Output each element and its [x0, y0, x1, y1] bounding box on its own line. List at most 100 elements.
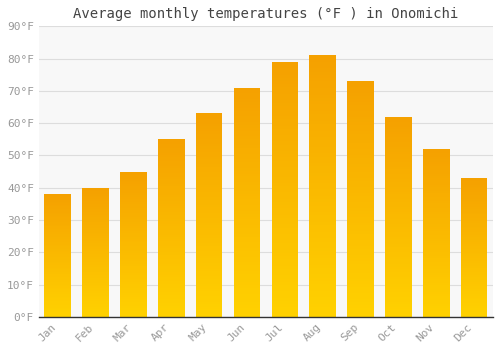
Bar: [158, 301, 184, 303]
Bar: [310, 134, 336, 137]
Bar: [196, 294, 222, 296]
Bar: [44, 269, 71, 271]
Bar: [120, 235, 146, 237]
Bar: [385, 297, 411, 299]
Bar: [120, 251, 146, 253]
Bar: [120, 277, 146, 279]
Bar: [461, 270, 487, 272]
Bar: [423, 241, 450, 243]
Bar: [461, 268, 487, 270]
Bar: [120, 219, 146, 220]
Bar: [461, 310, 487, 312]
Bar: [44, 208, 71, 209]
Bar: [234, 277, 260, 280]
Bar: [310, 255, 336, 258]
Bar: [272, 282, 298, 285]
Bar: [272, 288, 298, 291]
Bar: [461, 253, 487, 254]
Bar: [348, 155, 374, 158]
Bar: [196, 289, 222, 292]
Bar: [44, 309, 71, 311]
Bar: [423, 182, 450, 184]
Bar: [82, 268, 109, 270]
Bar: [82, 262, 109, 264]
Bar: [234, 145, 260, 148]
Bar: [385, 287, 411, 289]
Bar: [385, 164, 411, 167]
Bar: [423, 300, 450, 302]
Bar: [385, 224, 411, 227]
Bar: [423, 233, 450, 235]
Bar: [272, 250, 298, 253]
Bar: [423, 189, 450, 191]
Bar: [310, 251, 336, 255]
Bar: [310, 287, 336, 290]
Bar: [461, 293, 487, 294]
Bar: [385, 162, 411, 164]
Bar: [44, 260, 71, 261]
Bar: [310, 245, 336, 248]
Bar: [385, 197, 411, 199]
Bar: [120, 297, 146, 299]
Bar: [44, 241, 71, 243]
Bar: [196, 184, 222, 187]
Bar: [423, 315, 450, 317]
Bar: [310, 225, 336, 229]
Bar: [120, 211, 146, 213]
Bar: [423, 313, 450, 315]
Bar: [196, 299, 222, 302]
Bar: [461, 282, 487, 284]
Bar: [82, 204, 109, 205]
Bar: [196, 248, 222, 251]
Bar: [234, 125, 260, 128]
Bar: [82, 296, 109, 298]
Bar: [348, 173, 374, 175]
Bar: [348, 152, 374, 155]
Bar: [385, 267, 411, 269]
Bar: [196, 200, 222, 202]
Bar: [196, 240, 222, 243]
Bar: [82, 289, 109, 291]
Bar: [423, 264, 450, 266]
Bar: [82, 315, 109, 317]
Bar: [461, 178, 487, 180]
Bar: [44, 312, 71, 314]
Bar: [348, 96, 374, 99]
Bar: [423, 243, 450, 245]
Bar: [385, 304, 411, 307]
Bar: [234, 228, 260, 231]
Bar: [234, 96, 260, 99]
Bar: [272, 141, 298, 145]
Bar: [310, 157, 336, 160]
Bar: [348, 202, 374, 205]
Bar: [44, 300, 71, 301]
Bar: [423, 199, 450, 201]
Bar: [461, 291, 487, 293]
Bar: [385, 157, 411, 159]
Bar: [44, 202, 71, 203]
Bar: [234, 113, 260, 116]
Bar: [272, 269, 298, 272]
Bar: [158, 310, 184, 312]
Bar: [348, 296, 374, 299]
Bar: [385, 254, 411, 257]
Bar: [461, 263, 487, 265]
Bar: [196, 147, 222, 149]
Bar: [196, 174, 222, 177]
Bar: [461, 218, 487, 220]
Bar: [423, 208, 450, 210]
Bar: [348, 181, 374, 184]
Bar: [234, 196, 260, 200]
Bar: [272, 259, 298, 262]
Bar: [348, 214, 374, 217]
Bar: [234, 314, 260, 317]
Bar: [82, 230, 109, 231]
Bar: [423, 176, 450, 178]
Bar: [44, 263, 71, 265]
Bar: [82, 209, 109, 210]
Bar: [196, 284, 222, 286]
Bar: [196, 264, 222, 266]
Bar: [461, 247, 487, 249]
Bar: [158, 193, 184, 195]
Bar: [423, 277, 450, 279]
